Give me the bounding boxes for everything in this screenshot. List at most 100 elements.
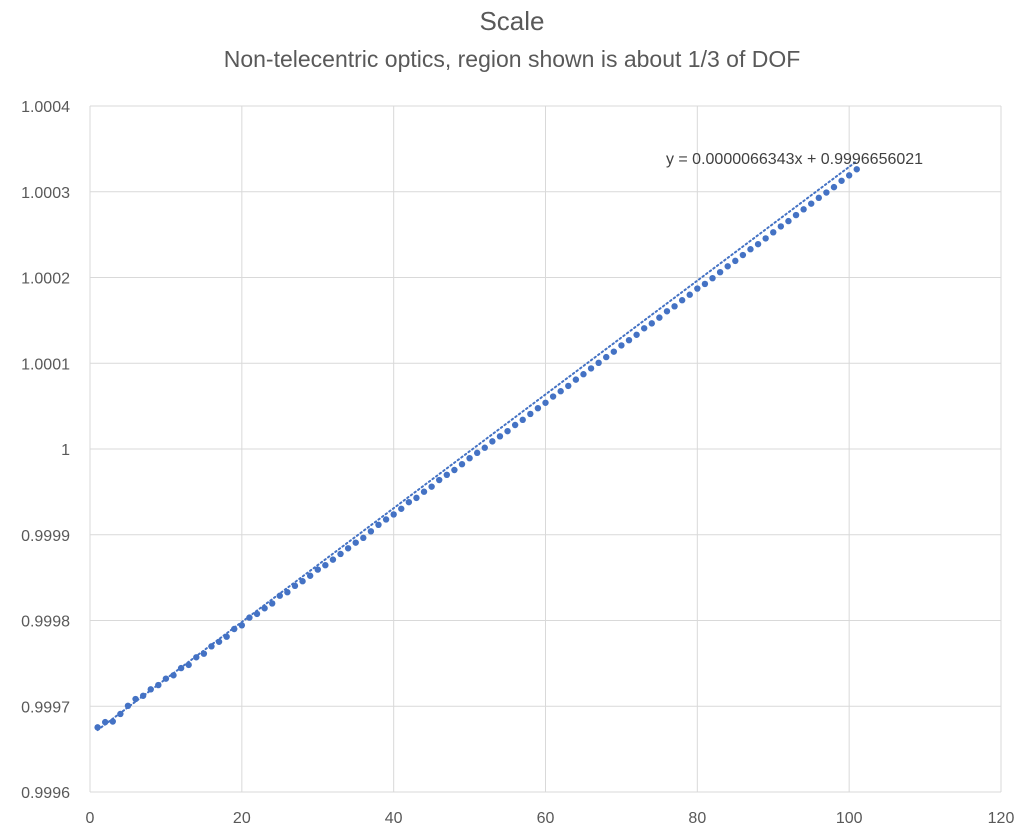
- data-point: [595, 359, 602, 367]
- trendline: [96, 160, 858, 732]
- data-point: [413, 494, 420, 502]
- data-point: [808, 200, 815, 207]
- data-point: [306, 572, 314, 579]
- data-point: [587, 365, 595, 372]
- x-tick-label: 40: [385, 810, 403, 827]
- data-point: [322, 561, 329, 569]
- data-point: [770, 229, 777, 236]
- data-point: [572, 376, 580, 383]
- data-point: [390, 511, 397, 518]
- data-point: [656, 314, 663, 321]
- data-point: [496, 433, 504, 440]
- data-point: [830, 183, 838, 191]
- data-point: [382, 516, 390, 523]
- data-point: [466, 454, 473, 462]
- y-tick-label: 0.9999: [21, 528, 70, 545]
- data-point: [754, 240, 762, 248]
- data-point: [428, 483, 435, 490]
- data-point: [284, 589, 291, 596]
- chart-subtitle: Non-telecentric optics, region shown is …: [223, 46, 801, 72]
- data-point: [344, 545, 352, 552]
- data-point: [337, 550, 344, 558]
- data-point: [625, 336, 633, 344]
- data-point: [845, 172, 853, 179]
- data-point: [762, 235, 769, 242]
- data-point: [519, 416, 526, 424]
- x-tick-label: 80: [688, 810, 706, 827]
- data-point: [663, 308, 671, 315]
- data-point: [109, 718, 116, 725]
- x-tick-label: 60: [537, 810, 555, 827]
- data-point: [436, 476, 443, 484]
- data-point: [542, 399, 549, 406]
- data-point: [701, 280, 709, 288]
- data-point: [640, 325, 648, 332]
- data-point: [565, 382, 572, 390]
- x-tick-label: 0: [86, 810, 95, 827]
- y-tick-label: 1.0004: [21, 99, 70, 116]
- trendline-equation: y = 0.0000066343x + 0.9996656021: [666, 151, 923, 168]
- data-point: [694, 285, 701, 292]
- data-point: [481, 444, 488, 451]
- data-point: [367, 528, 375, 535]
- data-point: [246, 614, 253, 621]
- data-point: [633, 331, 640, 338]
- data-point: [823, 189, 830, 196]
- data-point: [709, 274, 716, 282]
- y-tick-label: 1: [61, 442, 70, 459]
- data-point: [549, 393, 557, 400]
- data-point: [534, 404, 542, 412]
- x-tick-label: 20: [233, 810, 251, 827]
- data-point: [458, 460, 466, 468]
- data-point: [443, 471, 451, 479]
- data-point: [238, 622, 246, 629]
- data-point: [314, 566, 321, 573]
- data-point: [678, 297, 686, 304]
- data-point: [473, 449, 481, 457]
- data-point: [360, 534, 367, 542]
- data-point: [329, 556, 337, 563]
- y-tick-label: 0.9996: [21, 785, 70, 802]
- data-point: [724, 263, 731, 270]
- data-point: [785, 217, 792, 225]
- data-point: [747, 246, 754, 253]
- data-point: [580, 371, 587, 378]
- data-point: [398, 505, 405, 512]
- data-point: [618, 342, 625, 349]
- data-point: [686, 291, 693, 298]
- y-tick-label: 0.9997: [21, 699, 70, 716]
- data-point: [299, 578, 306, 585]
- data-point: [420, 488, 428, 495]
- data-point: [405, 498, 413, 506]
- data-point: [800, 206, 807, 213]
- data-point: [253, 610, 261, 618]
- data-point: [739, 251, 747, 259]
- data-point: [815, 194, 822, 202]
- y-tick-label: 0.9998: [21, 614, 70, 631]
- data-point: [792, 211, 800, 219]
- chart-title: Scale: [479, 6, 545, 36]
- data-point: [610, 348, 618, 355]
- x-tick-label: 120: [988, 810, 1015, 827]
- data-point: [732, 257, 739, 265]
- data-point: [170, 672, 177, 679]
- y-tick-label: 1.0003: [21, 185, 70, 202]
- data-point: [557, 388, 564, 395]
- data-point: [269, 600, 276, 607]
- y-tick-label: 1.0002: [21, 271, 70, 288]
- data-point: [451, 466, 458, 474]
- data-point: [375, 521, 382, 529]
- data-point: [352, 539, 359, 546]
- data-point: [511, 421, 519, 429]
- data-point: [716, 268, 724, 276]
- data-point: [838, 177, 845, 184]
- data-point: [603, 353, 610, 361]
- data-point: [853, 166, 860, 173]
- data-point: [504, 427, 511, 435]
- data-point: [527, 410, 534, 418]
- y-tick-label: 1.0001: [21, 356, 70, 373]
- x-tick-label: 100: [836, 810, 863, 827]
- data-point: [777, 223, 785, 230]
